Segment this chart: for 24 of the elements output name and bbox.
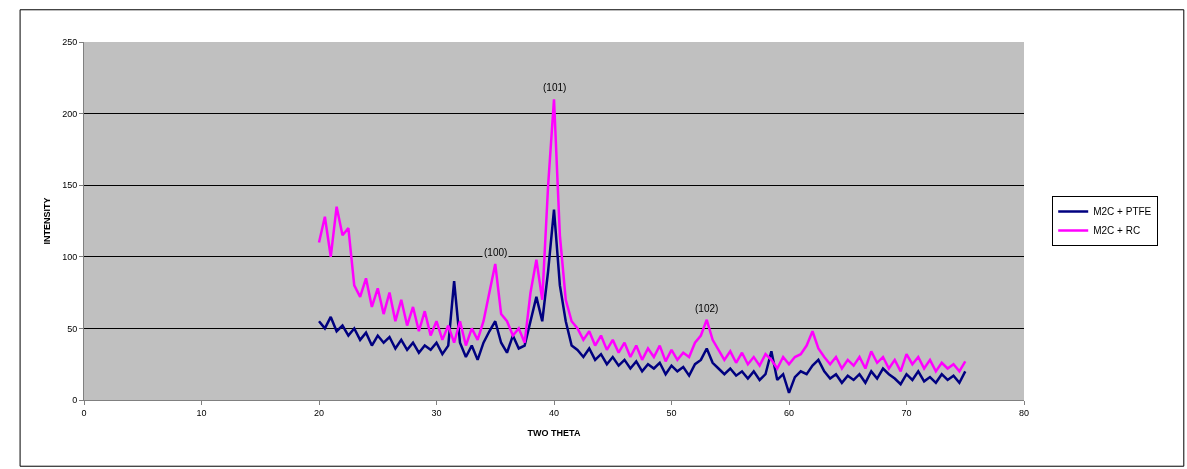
x-tick-label: 70 bbox=[901, 407, 912, 418]
annotation: (101) bbox=[543, 82, 567, 93]
line-series bbox=[317, 98, 967, 373]
x-tick-label: 30 bbox=[431, 407, 442, 418]
y-tick-label: 100 bbox=[62, 251, 78, 262]
y-axis-title: INTENSITY bbox=[41, 197, 52, 245]
line-series bbox=[317, 208, 967, 395]
y-tick-label: 200 bbox=[62, 108, 78, 119]
y-tick-label: 50 bbox=[67, 323, 78, 334]
x-tick-label: 80 bbox=[1018, 407, 1030, 418]
x-tick-label: 60 bbox=[783, 407, 795, 418]
x-tick-label: 20 bbox=[313, 407, 325, 418]
y-tick-label: 0 bbox=[72, 395, 78, 406]
annotation: (102) bbox=[695, 303, 719, 314]
x-tick-label: 0 bbox=[81, 407, 87, 418]
y-tick-label: 150 bbox=[62, 180, 78, 191]
legend-label: M2C + RC bbox=[1093, 225, 1141, 237]
x-tick-label: 10 bbox=[196, 407, 207, 418]
x-tick-label: 40 bbox=[548, 407, 560, 418]
x-tick-label: 50 bbox=[666, 407, 677, 418]
legend-label: M2C + PTFE bbox=[1093, 206, 1152, 218]
x-axis-title: TWO THETA bbox=[527, 427, 581, 438]
y-tick-label: 250 bbox=[62, 37, 78, 48]
annotation: (100) bbox=[484, 247, 508, 258]
